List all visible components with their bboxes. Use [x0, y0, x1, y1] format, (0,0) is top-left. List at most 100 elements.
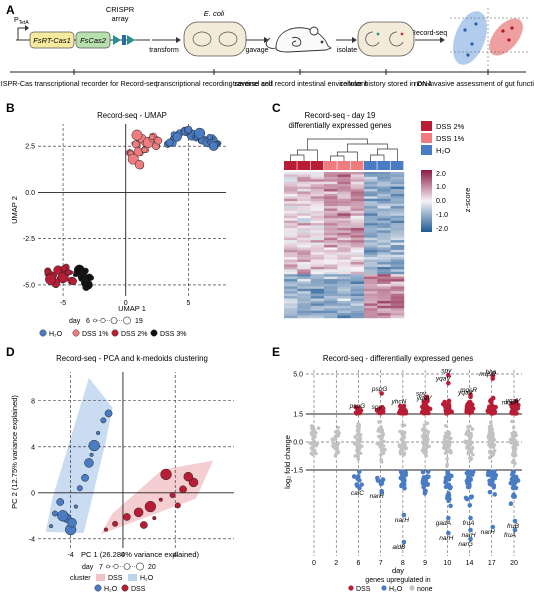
volcano-gene-label: spy	[441, 368, 452, 375]
heatmap-cell	[377, 210, 391, 214]
heatmap-cell	[324, 279, 338, 282]
volcano-point-h2o	[490, 469, 496, 475]
heatmap-cell	[337, 189, 351, 192]
heatmap-cell	[350, 206, 365, 209]
heatmap-cell	[297, 191, 311, 195]
pca-point	[152, 516, 157, 521]
volcano-point-h2o	[492, 475, 497, 481]
heatmap-cell	[284, 201, 298, 204]
heatmap-cell	[390, 225, 405, 229]
heatmap-column-annotation	[364, 161, 377, 170]
heatmap-cell	[350, 303, 365, 307]
heatmap-cell	[297, 208, 311, 212]
heatmap-cell	[350, 281, 365, 285]
pca-point	[103, 527, 108, 532]
heatmap-cell	[284, 237, 298, 241]
volcano-point-dss	[446, 372, 451, 378]
heatmap-cell	[364, 249, 378, 253]
volcano-point-none	[331, 441, 336, 445]
umap-legend-marker-dss1	[72, 329, 80, 337]
heatmap-cell	[297, 203, 311, 207]
caption-assessment: non-invasive assessment of gut function	[414, 79, 534, 88]
heatmap-cell	[324, 283, 338, 287]
heatmap-cell	[310, 201, 325, 204]
heatmap-cell	[377, 315, 391, 319]
heatmap-cell	[364, 264, 378, 268]
heatmap-cell	[310, 300, 325, 304]
heatmap-cell	[350, 230, 365, 234]
heatmap-cell	[337, 201, 351, 204]
heatmap-cell	[284, 279, 298, 282]
heatmap-cell	[324, 271, 338, 275]
heatmap-cell	[364, 254, 378, 258]
heatmap-cell	[390, 193, 405, 197]
heatmap-cell	[310, 198, 325, 202]
volcano-point-h2o	[510, 469, 516, 475]
volcano-gene-label: yqaV	[416, 395, 432, 402]
pca-point	[158, 497, 163, 502]
pca-legend-cluster-label: cluster	[70, 575, 91, 582]
heatmap-cell	[284, 310, 298, 314]
heatmap-cell	[310, 184, 325, 187]
volcano-point-h2o	[446, 482, 452, 488]
umap-point	[85, 273, 94, 282]
heatmap-cell	[324, 203, 338, 207]
volcano-point-none	[488, 445, 493, 449]
umap-legend-h2o: H₂O	[49, 331, 63, 338]
heatmap-cell	[390, 313, 405, 316]
heatmap-cell	[350, 189, 365, 192]
heatmap-cell	[324, 257, 338, 260]
heatmap-cell	[350, 181, 365, 185]
heatmap-cell	[377, 193, 391, 197]
volcano-gene-label: pspG	[349, 403, 366, 410]
volcano-point-none	[470, 445, 475, 450]
panel-c-letter: C	[272, 101, 281, 115]
volcano-ticks: 0 2 6 7 8 9 10 14 17 20 -1.5 0.0 1.5 5.0	[291, 372, 518, 568]
volcano-point-none	[442, 439, 447, 444]
heatmap-cell	[337, 281, 351, 285]
heatmap-column-annotation	[350, 161, 364, 170]
heatmap-cell	[324, 296, 338, 299]
heatmap-cell	[364, 242, 378, 246]
heatmap-cell	[337, 300, 351, 304]
heatmap-cell	[364, 259, 378, 263]
umap-tick-x: 0	[124, 300, 128, 307]
heatmap-cell	[350, 257, 365, 260]
heatmap-cell	[310, 172, 325, 175]
heatmap-cell	[297, 206, 311, 209]
umap-legend: day 6 19 H₂O DSS 1% DSS 2% DSS 3%	[39, 316, 186, 338]
volcano-point-h2o	[511, 494, 517, 499]
volcano-gene-label: yqaV	[435, 376, 451, 383]
heatmap-cell	[310, 276, 325, 280]
array-spacer-icon	[122, 35, 126, 45]
heatmap-cell	[284, 230, 298, 234]
volcano-point-none	[402, 423, 407, 428]
heatmap-cell	[350, 305, 365, 309]
heatmap-cell	[350, 237, 365, 241]
heatmap-cell	[324, 293, 338, 297]
volcano-point-none	[336, 429, 340, 434]
heatmap-cell	[390, 262, 405, 265]
heatmap-cell	[284, 262, 298, 265]
heatmap-cell	[284, 210, 298, 214]
panel-d-letter: D	[6, 345, 15, 359]
caption-history: cellular history stored in DNA	[340, 79, 433, 88]
heatmap-cell	[324, 288, 338, 292]
heatmap-cell	[377, 300, 391, 304]
pca-ylabel: PC 2 (12.75% variance explained)	[10, 395, 19, 509]
heatmap-cell	[284, 308, 298, 311]
volcano-point-h2o	[467, 502, 473, 508]
heatmap-cell	[364, 210, 378, 214]
volcano-legend-none: none	[417, 586, 433, 593]
heatmap-cell	[377, 179, 391, 182]
heatmap-cell	[390, 181, 405, 185]
volcano-gene-label: yqaV	[505, 397, 521, 404]
heatmap-cell	[350, 208, 365, 212]
heatmap-cell	[364, 288, 378, 292]
pca-point	[84, 458, 94, 468]
volcano-point-h2o	[512, 479, 517, 485]
heatmap-cell	[310, 286, 325, 289]
pca-legend-marker-h2o	[94, 584, 102, 592]
heatmap-cell	[324, 266, 338, 270]
volcano-point-none	[511, 447, 516, 452]
